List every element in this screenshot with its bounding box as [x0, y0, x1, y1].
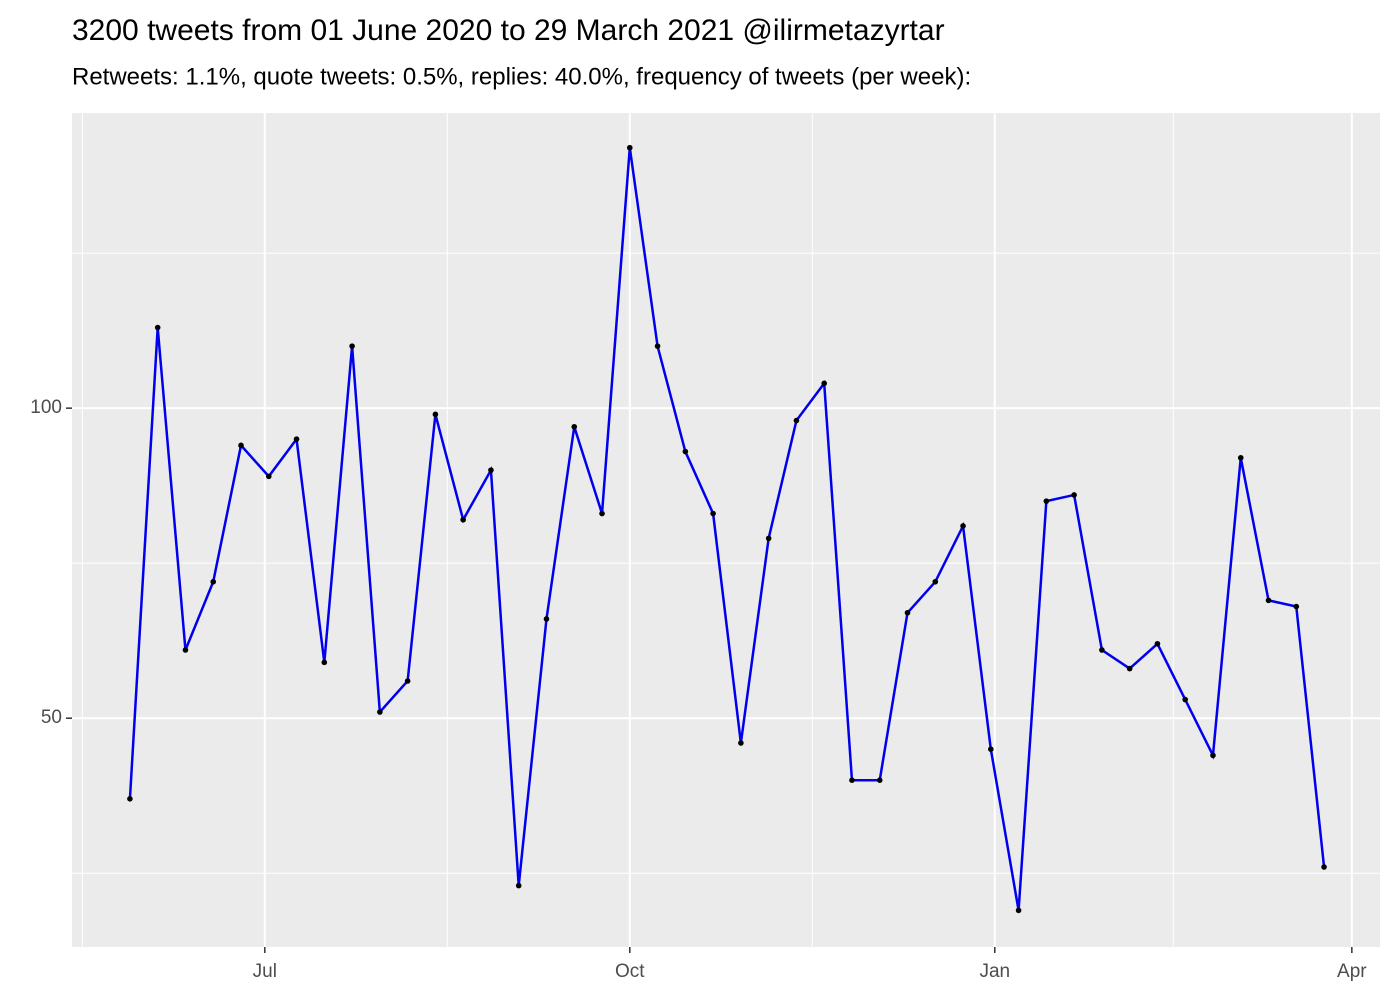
chart-subtitle: Retweets: 1.1%, quote tweets: 0.5%, repl… [72, 63, 971, 90]
data-point [821, 380, 827, 387]
x-tick-label: Jan [979, 961, 1010, 982]
x-tick-label: Jul [253, 961, 277, 982]
series-line [128, 147, 1326, 911]
x-tick-label: Apr [1337, 961, 1367, 982]
data-point [1099, 647, 1105, 653]
data-point [154, 324, 161, 331]
data-point [710, 510, 716, 517]
data-point [321, 659, 328, 666]
data-point [404, 678, 411, 684]
data-point [432, 411, 439, 418]
data-point [988, 746, 994, 752]
plot-panel [72, 113, 1380, 947]
data-point [1154, 640, 1161, 647]
data-point [765, 535, 772, 542]
data-point [377, 709, 383, 715]
data-point [488, 467, 494, 473]
data-point [543, 616, 550, 622]
data-point [1071, 492, 1077, 498]
data-point [1043, 498, 1050, 504]
data-point [238, 442, 244, 449]
data-point [1237, 454, 1244, 461]
data-point [265, 473, 272, 480]
data-point [626, 144, 633, 151]
data-point [1321, 864, 1327, 870]
data-point [571, 423, 578, 430]
data-point [1126, 665, 1133, 672]
data-point [1182, 696, 1189, 703]
data-point [932, 578, 939, 585]
data-point [599, 510, 605, 517]
y-tick-label: 50 [41, 707, 62, 728]
data-point [515, 882, 522, 889]
data-point [682, 448, 689, 455]
data-point [293, 436, 300, 442]
data-point [349, 343, 355, 349]
chart-title: 3200 tweets from 01 June 2020 to 29 Marc… [72, 14, 945, 47]
data-point [793, 417, 800, 424]
data-point [210, 578, 217, 585]
data-point [904, 609, 911, 616]
data-point [654, 343, 661, 349]
data-point [182, 647, 189, 653]
data-point [849, 777, 855, 783]
data-point [960, 523, 966, 529]
data-point [738, 740, 744, 746]
data-point [460, 516, 466, 523]
data-point [876, 777, 883, 783]
data-point [1293, 603, 1300, 610]
data-point [127, 796, 133, 802]
x-tick-label: Oct [615, 961, 645, 982]
data-point [1265, 597, 1272, 604]
y-tick-label: 100 [30, 397, 62, 418]
data-point [1015, 907, 1022, 914]
data-point [1210, 752, 1216, 759]
